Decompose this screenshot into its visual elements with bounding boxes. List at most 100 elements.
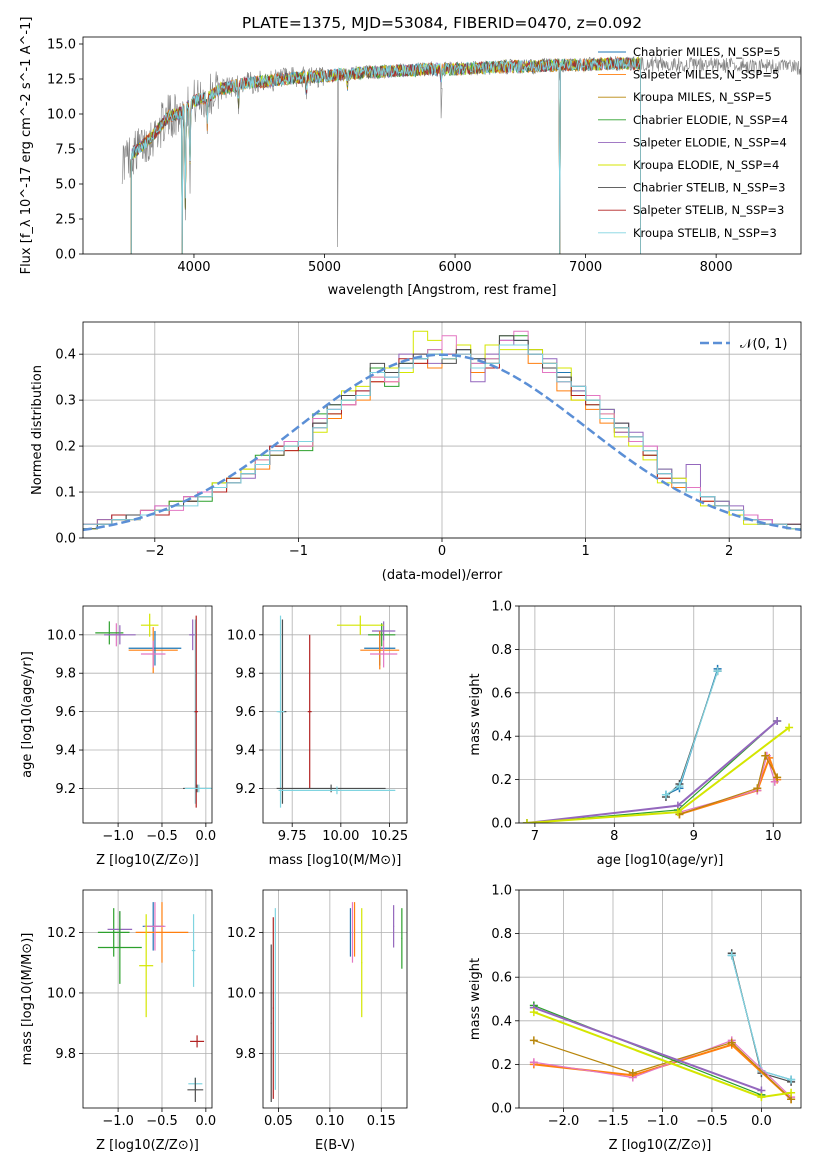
legend-label: 𝒩(0, 1) <box>740 337 787 352</box>
y-tick-label: 0.6 <box>491 971 512 986</box>
legend-label: Kroupa MILES, N_SSP=5 <box>633 90 772 104</box>
y-tick-label: 0.4 <box>491 730 512 745</box>
x-tick-label: 4000 <box>177 260 210 275</box>
data-marker <box>785 723 794 732</box>
weight-lines <box>529 949 796 1104</box>
legend: Chabrier MILES, N_SSP=5 Salpeter MILES, N… <box>598 45 788 240</box>
legend-label: Chabrier ELODIE, N_SSP=4 <box>633 113 788 127</box>
data-marker <box>773 717 782 726</box>
y-axis-label: Normed distribution <box>30 365 45 495</box>
spectrum-traces <box>121 55 801 254</box>
data-marker <box>713 667 722 676</box>
y-tick-label: 15.0 <box>47 38 76 53</box>
y-tick-label: 10.0 <box>47 108 76 123</box>
axes-frame <box>518 605 802 824</box>
data-marker <box>529 1008 538 1017</box>
x-axis-label: Z [log10(Z/Z⊙)] <box>96 853 199 868</box>
axes-frame <box>82 36 802 255</box>
x-tick-label: −1.0 <box>102 1114 134 1129</box>
x-axis-label: wavelength [Angstrom, rest frame] <box>328 283 557 298</box>
x-tick-label: −1 <box>289 544 308 559</box>
data-marker <box>757 1093 766 1102</box>
y-tick-label: 10.0 <box>227 986 256 1001</box>
axes-frame <box>82 605 213 824</box>
x-axis-label: age [log10(age/yr)] <box>597 853 724 868</box>
y-tick-label: 1.0 <box>491 884 512 899</box>
y-axis-label: mass weight <box>468 958 483 1040</box>
axes-frame <box>262 889 408 1109</box>
histograms <box>83 330 801 532</box>
x-axis-label: E(B-V) <box>315 1138 355 1153</box>
errorbars <box>270 902 403 1102</box>
x-tick-label: 1 <box>581 544 589 559</box>
y-tick-label: 7.5 <box>55 143 76 158</box>
errorbars <box>276 615 400 808</box>
y-tick-label: 10.0 <box>227 628 256 643</box>
histogram-8 <box>83 344 801 530</box>
errorbars <box>95 613 212 808</box>
model-spectrum-1 <box>130 56 641 254</box>
panel-residuals: −2 −1 0 1 2 0.0 0.1 0.2 0.3 0.4 <box>55 322 801 559</box>
x-tick-label: 0 <box>438 544 446 559</box>
x-tick-label: 0.15 <box>367 1114 396 1129</box>
x-tick-label: 10.25 <box>371 829 408 844</box>
data-marker <box>628 1069 637 1078</box>
x-tick-label: −1.0 <box>102 829 134 844</box>
model-spectrum-4 <box>130 57 641 254</box>
weight-series-5 <box>679 754 778 815</box>
y-axis-label: age [log10(age/yr)] <box>20 651 35 778</box>
errorbars <box>97 902 205 1102</box>
legend-label: Salpeter ELODIE, N_SSP=4 <box>633 135 787 149</box>
x-axis-label: Z [log10(Z/Z⊙)] <box>96 1138 199 1153</box>
weight-lines <box>522 664 794 823</box>
data-marker <box>761 751 770 760</box>
y-tick-label: 5.0 <box>55 178 76 193</box>
axes-frame <box>82 321 802 539</box>
data-marker <box>522 819 531 823</box>
y-tick-label: 0.2 <box>491 1058 512 1073</box>
y-tick-label: 2.5 <box>55 213 76 228</box>
x-tick-label: 0.0 <box>196 1114 217 1129</box>
x-tick-label: −0.5 <box>696 1114 728 1129</box>
x-tick-label: 5000 <box>308 260 341 275</box>
data-marker <box>787 1088 796 1097</box>
weight-series-6 <box>533 1004 762 1096</box>
y-tick-label: 10.0 <box>47 628 76 643</box>
panel-weight-vs-Z: −2.0 −1.5 −1.0 −0.5 0.0 0.0 0.2 0.4 0.6 0.8 1.0 <box>491 884 801 1129</box>
data-marker <box>787 1075 796 1084</box>
y-tick-label: 9.6 <box>55 705 76 720</box>
x-tick-label: −0.5 <box>146 1114 178 1129</box>
data-marker <box>675 782 684 791</box>
x-tick-label: 10 <box>765 829 782 844</box>
x-tick-label: 7000 <box>569 260 602 275</box>
legend-label: Kroupa ELODIE, N_SSP=4 <box>633 158 779 172</box>
legend-label: Kroupa STELIB, N_SSP=3 <box>633 226 777 240</box>
data-marker <box>770 777 779 786</box>
weight-series-5 <box>533 1039 792 1100</box>
axes-frame <box>262 605 408 824</box>
panel-age-vs-mass: 9.75 10.00 10.25 9.2 9.4 9.6 9.8 10.0 <box>227 606 408 844</box>
data-marker <box>529 1058 538 1067</box>
data-marker <box>753 784 762 793</box>
model-spectrum-5 <box>130 57 641 254</box>
data-marker <box>727 1038 736 1047</box>
y-axis-label: mass [log10(M/M⊙)] <box>20 933 35 1066</box>
x-tick-label: 7 <box>531 829 539 844</box>
weight-series-3 <box>679 754 779 816</box>
y-tick-label: 9.4 <box>55 744 76 759</box>
y-tick-label: 9.4 <box>235 744 256 759</box>
y-tick-label: 0.3 <box>55 394 76 409</box>
y-tick-label: 0.0 <box>55 248 76 263</box>
y-tick-label: 0.8 <box>491 643 512 658</box>
data-marker <box>673 808 682 817</box>
y-tick-label: 0.0 <box>491 817 512 832</box>
legend-label: Chabrier STELIB, N_SSP=3 <box>633 181 785 195</box>
y-tick-label: 0.6 <box>491 686 512 701</box>
legend-label: Chabrier MILES, N_SSP=5 <box>633 45 780 59</box>
y-tick-label: 9.6 <box>235 705 256 720</box>
y-tick-label: 0.2 <box>55 440 76 455</box>
panel-mass-vs-Z: −1.0 −0.5 0.0 9.8 10.0 10.2 <box>47 890 216 1129</box>
x-tick-label: 6000 <box>439 260 472 275</box>
y-tick-label: 0.0 <box>55 532 76 547</box>
